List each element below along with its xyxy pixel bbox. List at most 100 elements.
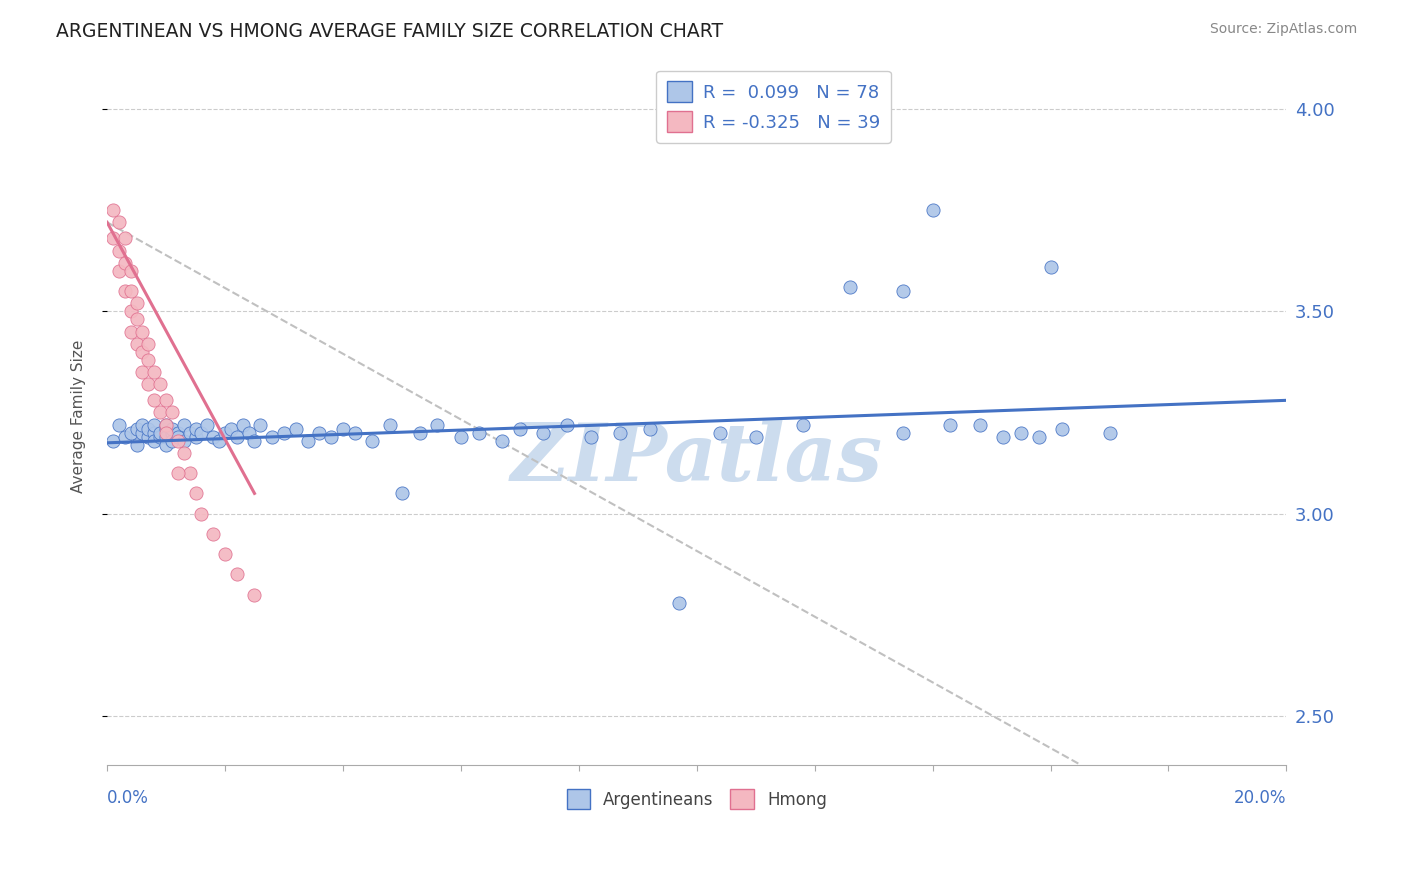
Point xyxy=(284,422,307,436)
Point xyxy=(184,486,207,500)
Point xyxy=(101,231,124,245)
Point xyxy=(173,434,195,448)
Point xyxy=(190,425,212,440)
Point xyxy=(1052,422,1074,436)
Point xyxy=(195,417,218,432)
Point xyxy=(155,422,177,436)
Point xyxy=(202,430,225,444)
Point xyxy=(243,434,266,448)
Point xyxy=(149,377,172,392)
Point xyxy=(668,596,690,610)
Point xyxy=(143,425,166,440)
Text: ARGENTINEAN VS HMONG AVERAGE FAMILY SIZE CORRELATION CHART: ARGENTINEAN VS HMONG AVERAGE FAMILY SIZE… xyxy=(56,22,723,41)
Point xyxy=(155,393,177,408)
Point xyxy=(792,417,814,432)
Point xyxy=(321,430,343,444)
Point xyxy=(426,417,449,432)
Point xyxy=(120,264,142,278)
Point xyxy=(120,325,142,339)
Point xyxy=(108,264,131,278)
Point xyxy=(155,425,177,440)
Point xyxy=(138,422,160,436)
Point xyxy=(149,405,172,419)
Point xyxy=(131,425,153,440)
Point xyxy=(243,588,266,602)
Text: 0.0%: 0.0% xyxy=(107,789,149,807)
Point xyxy=(108,417,131,432)
Point xyxy=(361,434,384,448)
Point xyxy=(249,417,271,432)
Point xyxy=(839,280,862,294)
Y-axis label: Average Family Size: Average Family Size xyxy=(72,340,86,493)
Point xyxy=(149,430,172,444)
Point xyxy=(166,434,188,448)
Point xyxy=(219,422,242,436)
Point xyxy=(262,430,284,444)
Point xyxy=(160,405,183,419)
Legend: Argentineans, Hmong: Argentineans, Hmong xyxy=(560,783,834,815)
Point xyxy=(166,425,188,440)
Point xyxy=(149,425,172,440)
Point xyxy=(143,434,166,448)
Point xyxy=(891,284,914,298)
Point xyxy=(579,430,602,444)
Point xyxy=(160,434,183,448)
Point xyxy=(993,430,1015,444)
Point xyxy=(120,284,142,298)
Point xyxy=(969,417,991,432)
Point xyxy=(1010,425,1032,440)
Point xyxy=(125,438,148,452)
Point xyxy=(709,425,731,440)
Point xyxy=(297,434,319,448)
Point xyxy=(155,438,177,452)
Point xyxy=(378,417,401,432)
Point xyxy=(184,430,207,444)
Point xyxy=(155,417,177,432)
Text: 20.0%: 20.0% xyxy=(1234,789,1286,807)
Point xyxy=(166,466,188,480)
Point xyxy=(184,422,207,436)
Point xyxy=(214,425,236,440)
Point xyxy=(138,430,160,444)
Point xyxy=(114,231,136,245)
Point xyxy=(173,446,195,460)
Point xyxy=(273,425,295,440)
Point xyxy=(450,430,472,444)
Point xyxy=(166,430,188,444)
Point xyxy=(114,430,136,444)
Point xyxy=(609,425,631,440)
Point xyxy=(179,466,201,480)
Point xyxy=(125,422,148,436)
Point xyxy=(138,352,160,367)
Point xyxy=(467,425,489,440)
Point xyxy=(120,304,142,318)
Point xyxy=(143,365,166,379)
Point xyxy=(638,422,661,436)
Point xyxy=(143,417,166,432)
Point xyxy=(308,425,330,440)
Point xyxy=(891,425,914,440)
Point xyxy=(131,365,153,379)
Point xyxy=(190,507,212,521)
Point xyxy=(491,434,513,448)
Point xyxy=(155,430,177,444)
Point xyxy=(208,434,231,448)
Point xyxy=(138,377,160,392)
Point xyxy=(120,425,142,440)
Point xyxy=(238,425,260,440)
Point xyxy=(343,425,366,440)
Point xyxy=(155,417,177,432)
Point xyxy=(391,486,413,500)
Text: Source: ZipAtlas.com: Source: ZipAtlas.com xyxy=(1209,22,1357,37)
Point xyxy=(114,256,136,270)
Point xyxy=(131,344,153,359)
Point xyxy=(225,430,247,444)
Point xyxy=(202,527,225,541)
Point xyxy=(1039,260,1062,274)
Point xyxy=(101,203,124,218)
Point xyxy=(108,215,131,229)
Point xyxy=(555,417,578,432)
Point xyxy=(214,547,236,561)
Point xyxy=(332,422,354,436)
Point xyxy=(1098,425,1121,440)
